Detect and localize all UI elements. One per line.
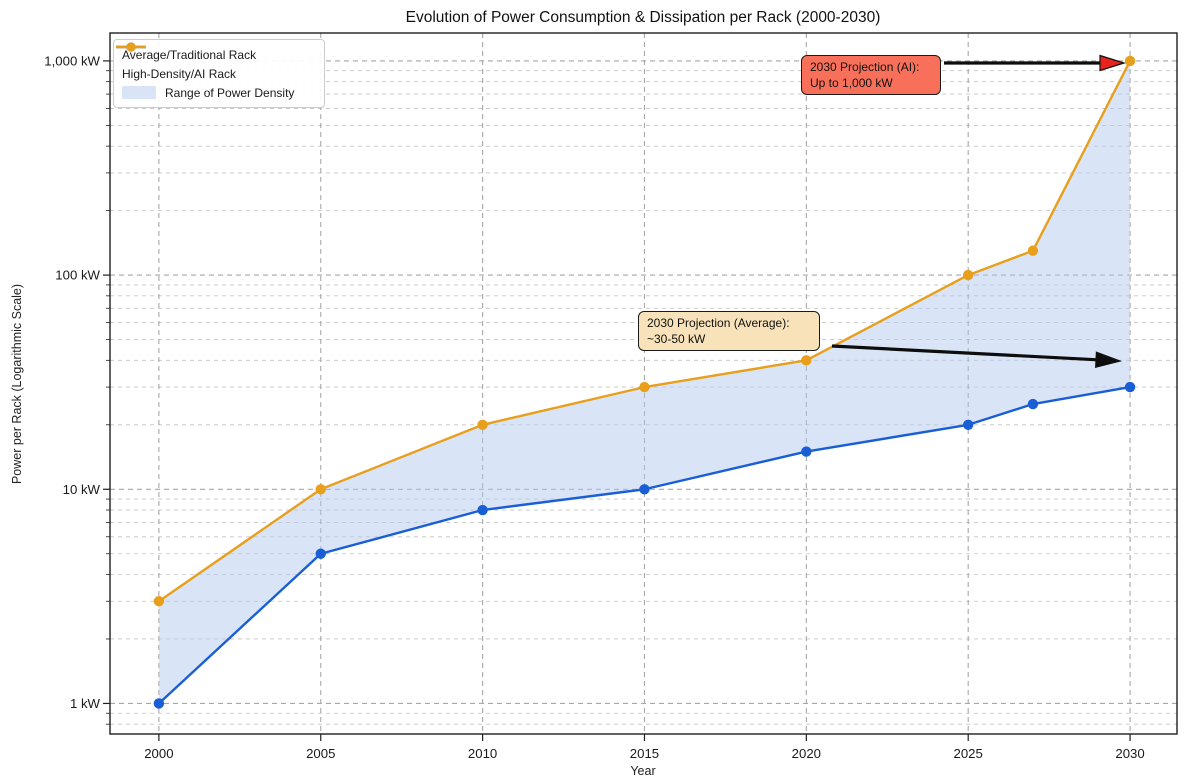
y-tick-label: 100 kW (55, 268, 100, 283)
x-tick-label: 2025 (954, 746, 983, 761)
x-axis-label: Year (630, 764, 655, 778)
data-point-0 (315, 548, 326, 559)
data-point-0 (1124, 381, 1136, 393)
data-point-0 (962, 419, 974, 430)
grid-layer (110, 33, 1177, 734)
series-line-1 (157, 59, 1132, 603)
annotation-arrow-head (1099, 54, 1127, 72)
annotation-line: Up to 1,000 kW (810, 76, 893, 90)
legend-label: Range of Power Density (165, 85, 295, 100)
annotation-arrow-shaft (831, 344, 1101, 362)
y-axis-label: Power per Rack (Logarithmic Scale) (10, 284, 24, 484)
x-tick-label: 2000 (144, 746, 173, 761)
data-point-0 (477, 504, 488, 516)
data-point-0 (801, 446, 812, 457)
data-point-1 (477, 419, 488, 430)
annotation-arrow-head (1095, 351, 1123, 369)
data-point-1 (962, 269, 974, 281)
legend: Average/Traditional Rack High-Density/AI… (113, 39, 325, 108)
data-point-0 (639, 484, 650, 495)
legend-patch-icon (122, 86, 156, 99)
data-point-1 (1124, 55, 1136, 67)
legend-label: Average/Traditional Rack (122, 47, 257, 62)
annotation-arrows-layer (831, 54, 1127, 369)
band-layer (158, 60, 1131, 704)
legend-item-high-density-ai-rack: High-Density/AI Rack (116, 42, 314, 83)
x-tick-label: 2020 (792, 746, 821, 761)
x-tick-label: 2030 (1115, 746, 1144, 761)
annotation-line: 2030 Projection (AI): (810, 60, 920, 74)
series-line-0 (157, 385, 1132, 705)
annotation-line: 2030 Projection (Average): (647, 316, 790, 330)
data-point-1 (639, 381, 650, 393)
power-density-band (158, 60, 1131, 704)
annotation-average-projection: 2030 Projection (Average): ~30-50 kW (638, 311, 820, 351)
data-point-1 (315, 484, 326, 495)
legend-item-average-traditional-rack: Average/Traditional Rack (116, 42, 314, 64)
annotation-ai-projection: 2030 Projection (AI): Up to 1,000 kW (801, 55, 941, 95)
x-tick-label: 2005 (306, 746, 335, 761)
y-tick-label: 1 kW (70, 696, 101, 711)
x-tick-label: 2010 (468, 746, 497, 761)
legend-item-range-of-power-density: Range of Power Density (122, 83, 314, 102)
data-point-1 (801, 355, 812, 366)
plot-border (109, 32, 1178, 735)
y-tick-label: 10 kW (63, 482, 101, 497)
y-tick-label: 1,000 kW (44, 53, 100, 68)
data-point-0 (153, 698, 165, 709)
data-point-0 (1027, 398, 1039, 410)
legend-label: High-Density/AI Rack (122, 66, 237, 81)
legend-line-icon (116, 42, 146, 52)
chart-title: Evolution of Power Consumption & Dissipa… (406, 9, 881, 26)
annotation-line: ~30-50 kW (647, 332, 706, 346)
series-layer (153, 55, 1136, 709)
x-tick-label: 2015 (630, 746, 659, 761)
data-point-1 (1027, 245, 1039, 256)
axes-layer: 1 kW 10 kW 100 kW 1,000 kW 2000 2005 2010 2015 2… (44, 32, 1178, 761)
data-point-1 (153, 596, 165, 607)
